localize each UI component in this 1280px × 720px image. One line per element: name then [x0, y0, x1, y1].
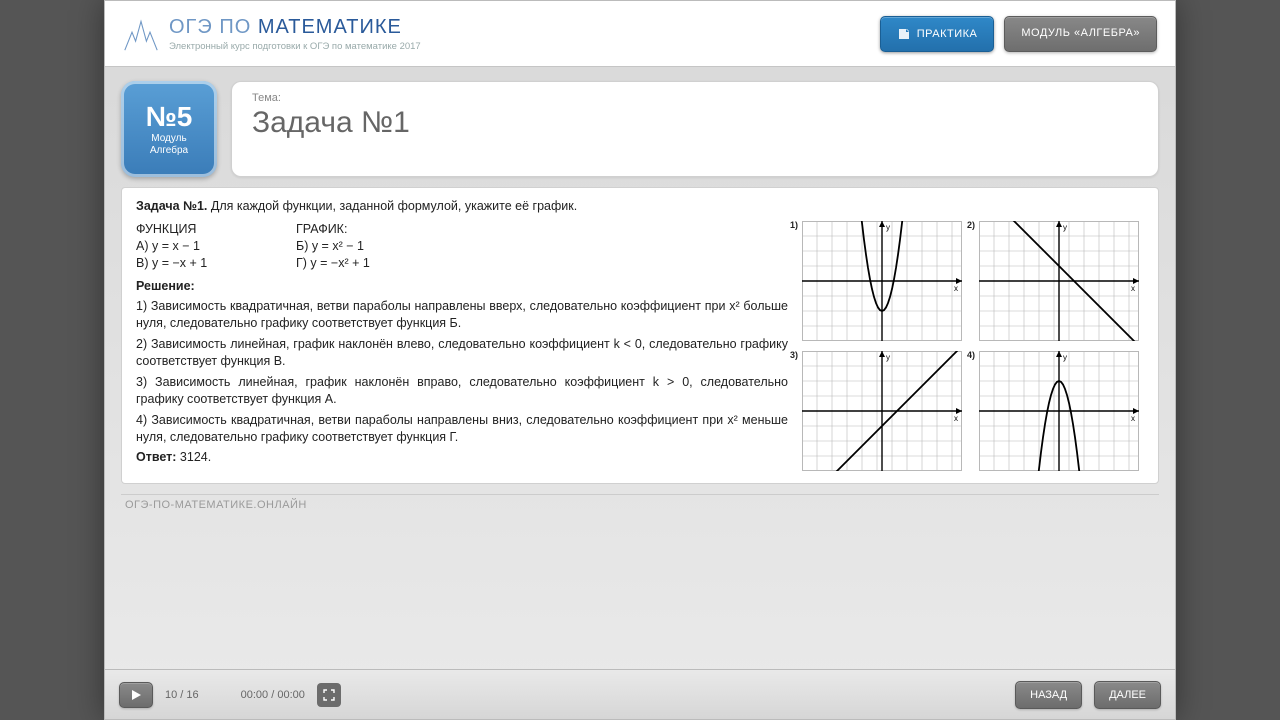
topbar: ОГЭ ПО МАТЕМАТИКЕ Электронный курс подго… — [105, 1, 1175, 67]
sol-3: 3) Зависимость линейная, график наклонён… — [136, 374, 788, 408]
svg-text:x: x — [954, 284, 958, 293]
task-badge: №5 Модуль Алгебра — [121, 81, 217, 177]
svg-text:x: x — [1131, 284, 1135, 293]
time-counter: 00:00 / 00:00 — [241, 689, 305, 701]
badge-sub1: Модуль — [151, 133, 186, 145]
play-button[interactable] — [119, 682, 153, 708]
badge-sub2: Алгебра — [150, 145, 188, 157]
logo-icon — [123, 16, 159, 52]
logo: ОГЭ ПО МАТЕМАТИКЕ Электронный курс подго… — [123, 16, 421, 52]
solution-label: Решение: — [136, 278, 788, 295]
player-controls: 10 / 16 00:00 / 00:00 НАЗАД ДАЛЕЕ — [105, 669, 1175, 719]
graph-1: 1)xy — [802, 221, 967, 343]
logo-subtitle: Электронный курс подготовки к ОГЭ по мат… — [169, 41, 421, 52]
svg-text:y: y — [886, 223, 890, 232]
sol-2: 2) Зависимость линейная, график наклонён… — [136, 336, 788, 370]
func-v: В) y = −x + 1 — [136, 255, 296, 272]
answer: Ответ: 3124. — [136, 449, 788, 466]
func-g: Г) y = −x² + 1 — [296, 255, 788, 272]
svg-text:x: x — [954, 414, 958, 423]
func-a: А) y = x − 1 — [136, 238, 296, 255]
sol-1: 1) Зависимость квадратичная, ветви параб… — [136, 298, 788, 332]
logo-title: ОГЭ ПО МАТЕМАТИКЕ — [169, 16, 421, 39]
content: №5 Модуль Алгебра Тема: Задача №1 Задача… — [105, 67, 1175, 669]
fullscreen-button[interactable] — [317, 683, 341, 707]
app-window: ОГЭ ПО МАТЕМАТИКЕ Электронный курс подго… — [104, 0, 1176, 720]
graph-3: 3)xy — [802, 351, 967, 473]
note-icon — [897, 27, 911, 41]
graph-4: 4)xy — [979, 351, 1144, 473]
topic-title: Задача №1 — [252, 106, 1138, 140]
topic-label: Тема: — [252, 92, 1138, 104]
next-button[interactable]: ДАЛЕЕ — [1094, 681, 1161, 709]
graph-2: 2)xy — [979, 221, 1144, 343]
problem-headline: Задача №1. Для каждой функции, заданной … — [136, 198, 1144, 215]
problem-card: Задача №1. Для каждой функции, заданной … — [121, 187, 1159, 484]
graphs-grid: 1)xy 2)xy 3)xy 4)xy — [802, 221, 1144, 473]
badge-number: №5 — [146, 101, 193, 133]
fullscreen-icon — [323, 689, 335, 701]
graph-label: ГРАФИК: — [296, 221, 788, 238]
svg-text:y: y — [1063, 223, 1067, 232]
functions-label: ФУНКЦИЯ — [136, 221, 296, 238]
title-card: Тема: Задача №1 — [231, 81, 1159, 177]
svg-text:x: x — [1131, 414, 1135, 423]
practice-button[interactable]: ПРАКТИКА — [880, 16, 995, 52]
sol-4: 4) Зависимость квадратичная, ветви параб… — [136, 412, 788, 446]
slide-counter: 10 / 16 — [165, 689, 199, 701]
back-button[interactable]: НАЗАД — [1015, 681, 1082, 709]
func-b: Б) y = x² − 1 — [296, 238, 788, 255]
svg-text:y: y — [886, 353, 890, 362]
module-button[interactable]: МОДУЛЬ «АЛГЕБРА» — [1004, 16, 1157, 52]
footer-url: ОГЭ-ПО-МАТЕМАТИКЕ.ОНЛАЙН — [121, 494, 1159, 511]
svg-text:y: y — [1063, 353, 1067, 362]
play-icon — [130, 689, 142, 701]
